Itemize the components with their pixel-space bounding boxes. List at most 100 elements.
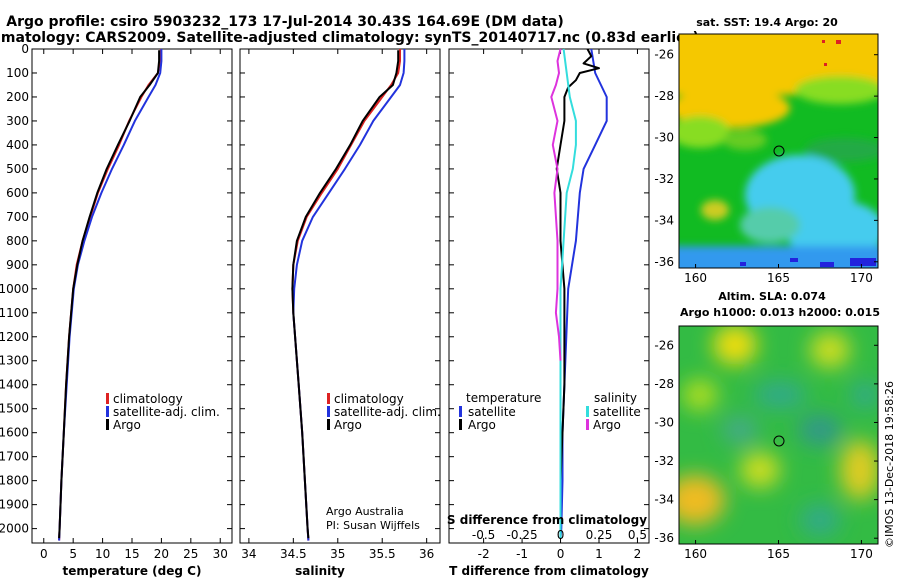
- sla-map: Altim. SLA: 0.074 Argo h1000: 0.013 h200…: [654, 290, 880, 561]
- legend-label-temp-satellite: satellite: [468, 405, 516, 419]
- secondary-axis-label: S difference from climatology: [447, 513, 647, 527]
- argo-position-marker: [773, 435, 785, 447]
- legend-swatch-temp-satellite: [459, 406, 462, 417]
- map-y-tick-label: -26: [654, 338, 674, 352]
- sla-map-image: [679, 326, 878, 544]
- depth-tick-label: 0: [21, 42, 29, 56]
- sst-map-title: sat. SST: 19.4 Argo: 20: [696, 16, 838, 29]
- legend-swatch-argo: [327, 419, 330, 430]
- map-x-tick-label: 160: [684, 547, 707, 561]
- legend-label-climatology: climatology: [113, 392, 183, 406]
- x-tick-label: 1: [595, 547, 603, 561]
- map-y-tick-label: -34: [654, 493, 674, 507]
- x-axis-label: T difference from climatology: [449, 564, 649, 578]
- series-line-temperature-argo: [555, 48, 600, 539]
- legend-label-argo: Argo: [113, 418, 141, 432]
- depth-tick-label: 800: [6, 234, 29, 248]
- secondary-tick-label: 0.5: [628, 528, 647, 542]
- series-line-climatology: [58, 48, 162, 541]
- legend-label-argo: Argo: [334, 418, 362, 432]
- depth-tick-label: 100: [6, 66, 29, 80]
- depth-tick-label: 600: [6, 186, 29, 200]
- depth-tick-label: 1400: [0, 378, 29, 392]
- depth-tick-label: 700: [6, 210, 29, 224]
- difference-panel: -2 -1 0 1 2 T difference from climatology: [449, 48, 649, 578]
- depth-tick-label: 1500: [0, 402, 29, 416]
- x-axis-label: salinity: [295, 564, 345, 578]
- depth-tick-label: 200: [6, 90, 29, 104]
- depth-tick-label: 1200: [0, 330, 29, 344]
- legend-swatch-satellite: [106, 406, 109, 417]
- sla-map-title: Altim. SLA: 0.074: [718, 290, 826, 303]
- x-tick-label: 36: [419, 547, 434, 561]
- x-tick-label: 0: [557, 547, 565, 561]
- sst-map-image: [679, 34, 878, 268]
- depth-tick-label: 1600: [0, 426, 29, 440]
- x-tick-label: 30: [213, 547, 228, 561]
- secondary-tick-label: 0: [557, 528, 565, 542]
- depth-tick-label: 500: [6, 162, 29, 176]
- legend-swatch-climatology: [327, 393, 330, 404]
- legend-swatch-sal-argo: [586, 419, 589, 430]
- x-tick-label: 35: [330, 547, 345, 561]
- depth-tick-label: 1700: [0, 450, 29, 464]
- map-x-tick-label: 170: [850, 547, 873, 561]
- x-axis-label: temperature (deg C): [63, 564, 202, 578]
- depth-tick-label: 400: [6, 138, 29, 152]
- legend-label-sal-argo: Argo: [593, 418, 621, 432]
- salinity-panel: 34 34.5 35 35.5 36 salinity: [240, 48, 440, 578]
- legend-label-temp-argo: Argo: [468, 418, 496, 432]
- difference-legend: temperature satellite Argo salinity sate…: [447, 391, 647, 542]
- map-y-tick-label: -28: [654, 89, 674, 103]
- depth-tick-label: 1900: [0, 498, 29, 512]
- x-tick-label: -1: [516, 547, 528, 561]
- legend-swatch-sal-satellite: [586, 406, 589, 417]
- depth-tick-label: 900: [6, 258, 29, 272]
- sla-map-subtitle: Argo h1000: 0.013 h2000: 0.015: [680, 306, 880, 319]
- temperature-legend: climatology satellite-adj. clim. Argo: [106, 392, 220, 432]
- legend-swatch-temp-argo: [459, 419, 462, 430]
- x-tick-label: 20: [154, 547, 169, 561]
- x-tick-label: 25: [183, 547, 198, 561]
- difference-panel-frame: [448, 48, 650, 544]
- series-line-salinity-argo: [550, 48, 562, 361]
- argo-position-marker: [773, 145, 785, 157]
- x-tick-label: 15: [124, 547, 139, 561]
- depth-tick-label: 1800: [0, 474, 29, 488]
- series-line-salinity-satellite: [559, 48, 577, 539]
- legend-swatch-satellite: [327, 406, 330, 417]
- x-tick-label: -2: [478, 547, 490, 561]
- sst-map-ticks: 160 165 170 -26 -28 -30 -32 -34 -36: [654, 48, 878, 285]
- map-x-tick-label: 165: [767, 547, 790, 561]
- legend-heading-salinity: salinity: [594, 391, 637, 405]
- depth-tick-label: 2000: [0, 522, 29, 536]
- map-y-tick-label: -30: [654, 415, 674, 429]
- depth-tick-label: 1000: [0, 282, 29, 296]
- map-y-tick-label: -34: [654, 213, 674, 227]
- legend-label-satellite: satellite-adj. clim.: [113, 405, 220, 419]
- legend-label-sal-satellite: satellite: [593, 405, 641, 419]
- depth-tick-label: 1300: [0, 354, 29, 368]
- credit-line1: Argo Australia: [326, 505, 404, 518]
- map-y-tick-label: -26: [654, 48, 674, 62]
- series-line-argo: [291, 50, 400, 539]
- secondary-axis-ticks: -0.5 -0.25 0 0.25 0.5: [472, 528, 647, 542]
- depth-axis: 0 100 200 300 400 500 600 700 800 900 1000 1100 1200…: [0, 42, 29, 536]
- legend-swatch-climatology: [106, 393, 109, 404]
- sla-map-ticks: 160 165 170 -26 -28 -30 -32 -34 -36: [654, 338, 878, 561]
- x-tick-label: 2: [634, 547, 642, 561]
- depth-tick-label: 1100: [0, 306, 29, 320]
- map-x-tick-label: 160: [684, 271, 707, 285]
- secondary-tick-label: -0.5: [472, 528, 495, 542]
- series-line-argo: [58, 50, 161, 539]
- map-y-tick-label: -32: [654, 172, 674, 186]
- map-x-tick-label: 170: [850, 271, 873, 285]
- x-tick-label: 0: [40, 547, 48, 561]
- secondary-tick-label: 0.25: [586, 528, 613, 542]
- series-line-climatology: [291, 49, 401, 541]
- credit-line2: PI: Susan Wijffels: [326, 519, 420, 532]
- figure-title-line2: Climatology: CARS2009. Satellite-adjuste…: [0, 30, 699, 46]
- legend-label-satellite: satellite-adj. clim.: [334, 405, 441, 419]
- x-tick-label: 34: [241, 547, 256, 561]
